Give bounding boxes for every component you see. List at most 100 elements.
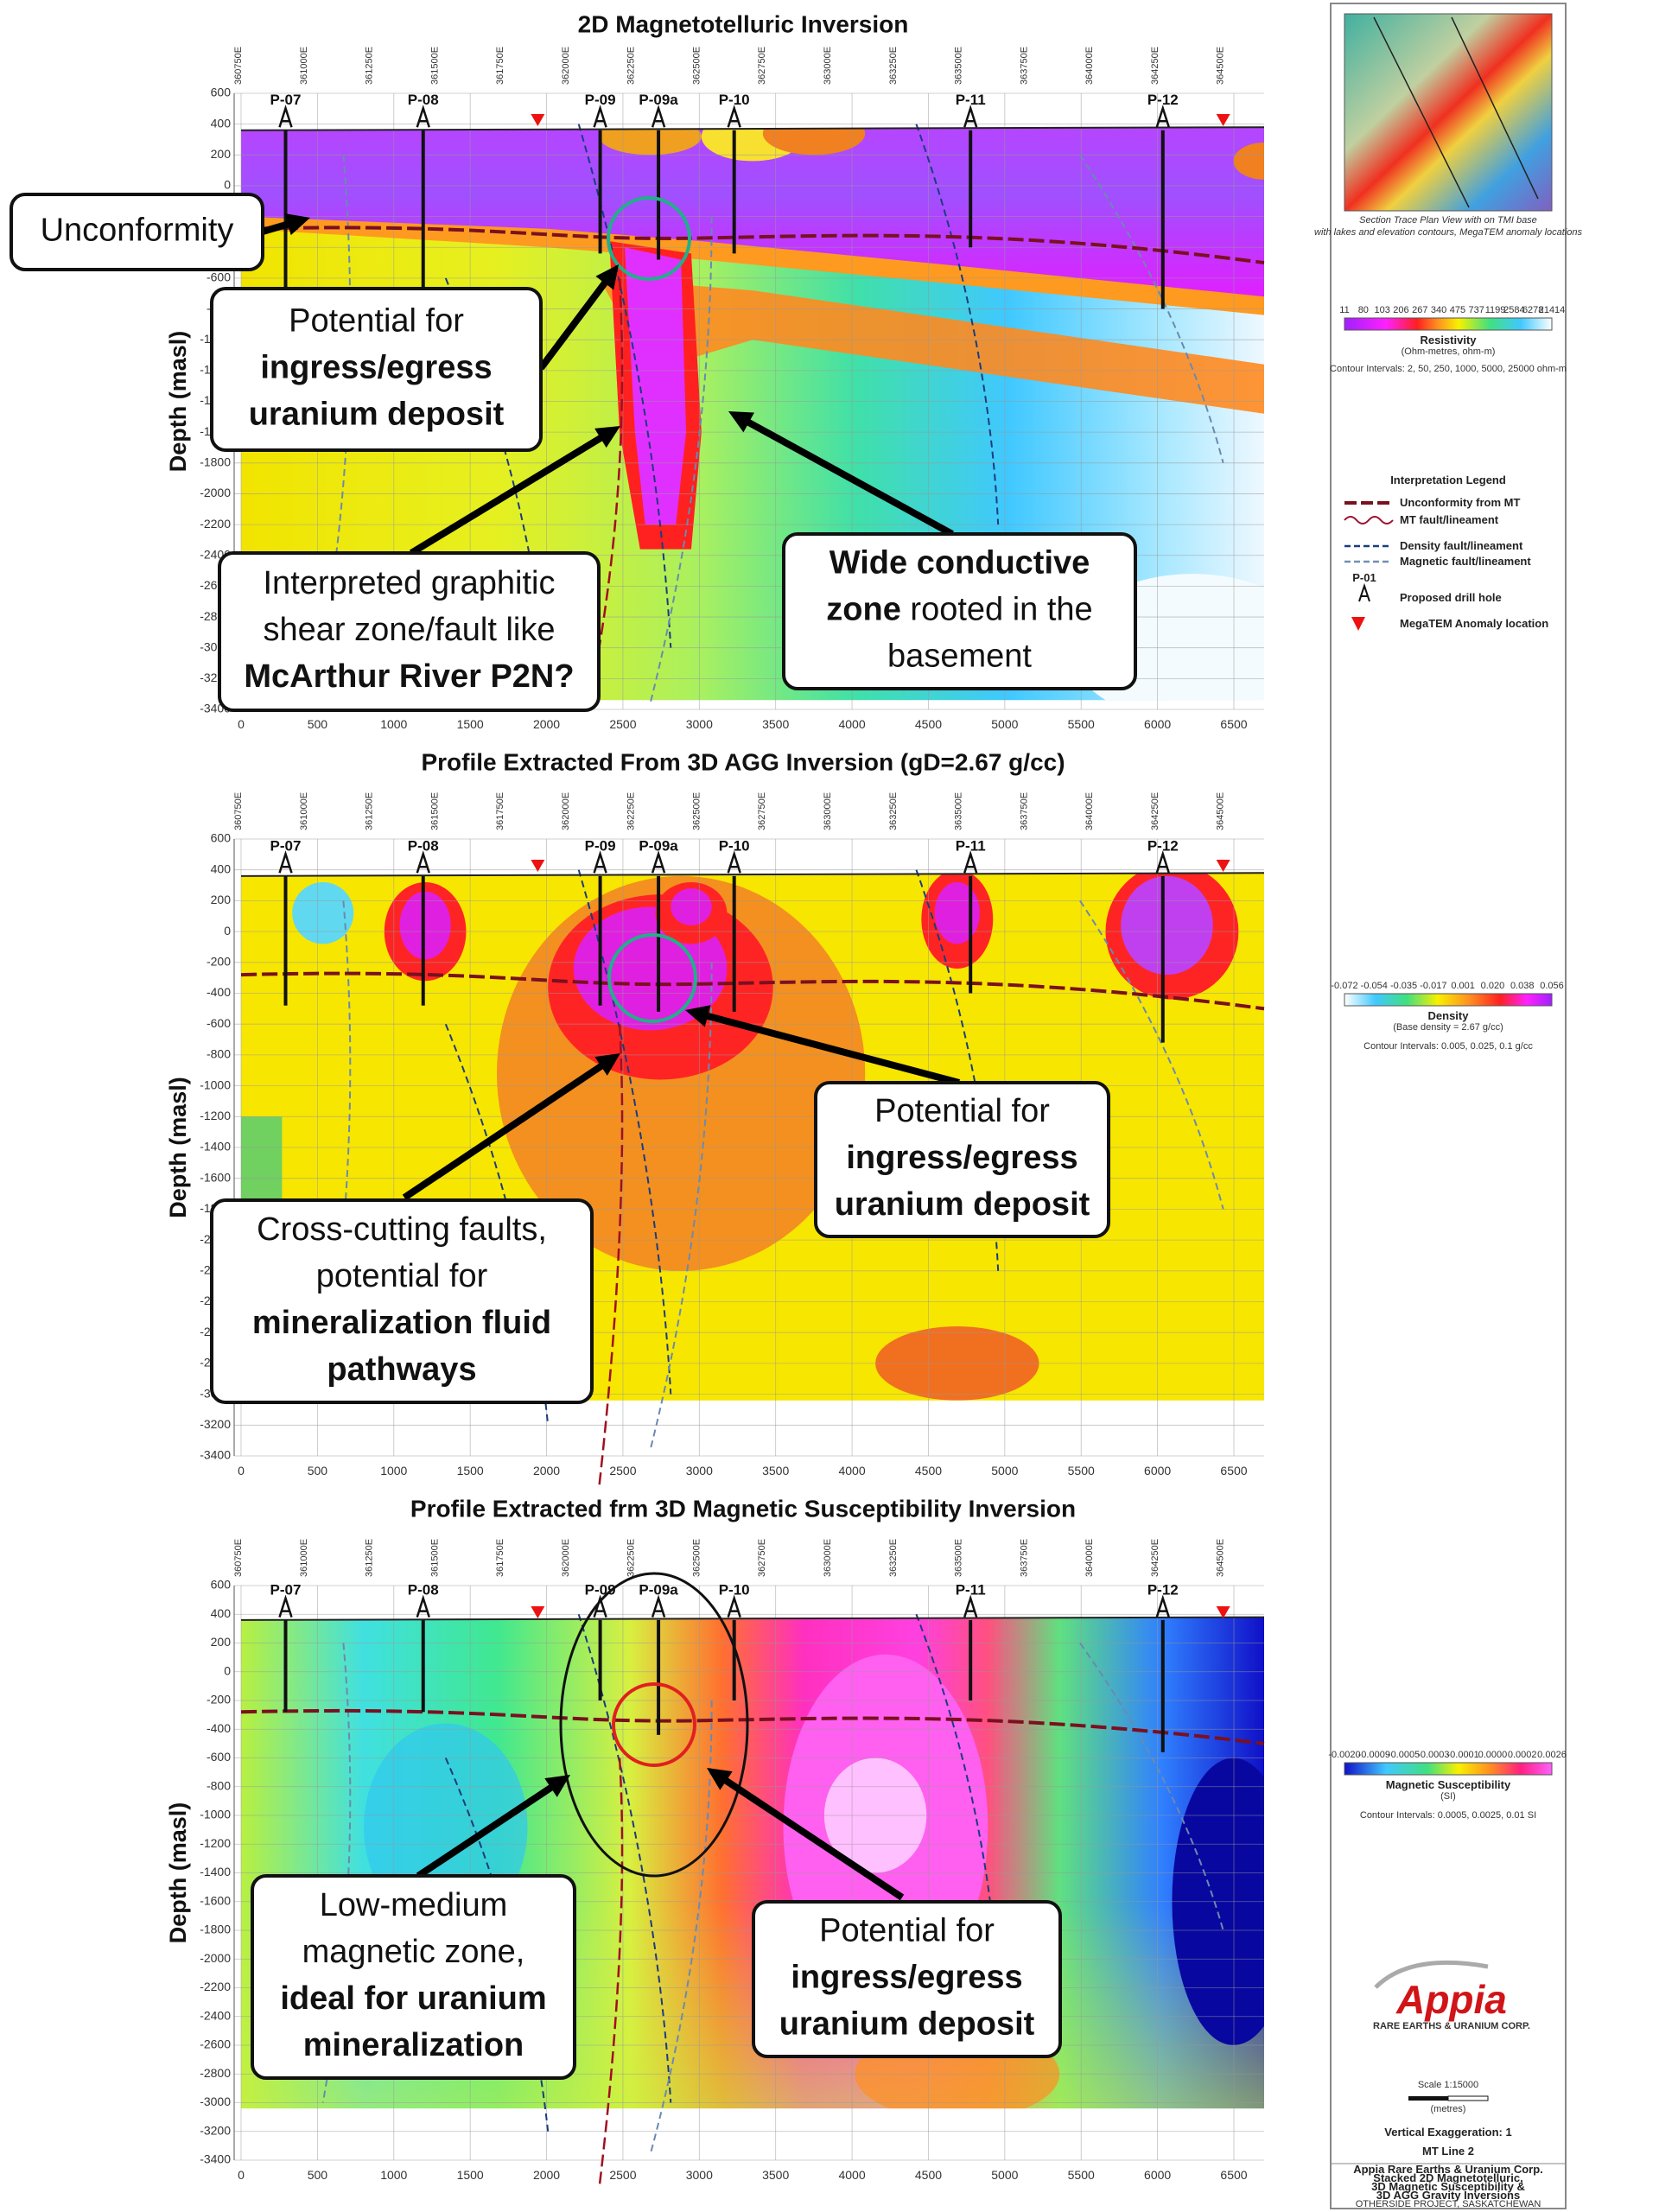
heat-region: [599, 127, 702, 156]
y-axis-label: Depth (masl): [165, 1802, 191, 1944]
y-axis-label: Depth (masl): [165, 331, 191, 473]
drill-hole-label: P-09a: [639, 837, 678, 854]
easting-label: 361000E: [299, 792, 309, 830]
colorbar-title: Density: [1428, 1009, 1470, 1022]
drill-hole-label: P-09a: [639, 1582, 678, 1599]
drill-hole-label: P-08: [408, 1582, 439, 1599]
callout-line: ideal for uranium: [280, 1980, 546, 2017]
panel: 2D Magnetotelluric Inversion Depth (masl)…: [10, 10, 1265, 731]
drill-icon: [651, 850, 666, 874]
x-tick-label: 2000: [533, 2168, 560, 2182]
contour-intervals: Contour Intervals: 0.005, 0.025, 0.1 g/c…: [1363, 1041, 1533, 1052]
callout-line: shear zone/fault like: [264, 612, 556, 648]
heat-region: [625, 247, 687, 525]
colorbar-label: 1199: [1485, 305, 1506, 315]
title-block: 3D AGG Gravity Inversions: [1376, 2189, 1520, 2202]
colorbar-label: 11: [1339, 305, 1349, 315]
drill-icon: [963, 1594, 978, 1618]
y-tick-label: -200: [207, 1693, 231, 1707]
callout-line: uranium deposit: [779, 2006, 1035, 2043]
easting-label: 363000E: [823, 47, 833, 85]
legend-drill-icon: [1358, 582, 1370, 602]
easting-label: 361000E: [299, 1539, 309, 1577]
drill-icon: [593, 105, 607, 128]
exaggeration: Vertical Exaggeration: 1: [1384, 2126, 1511, 2139]
colorbar-label: -0.035: [1390, 981, 1417, 991]
y-tick-label: -2200: [200, 517, 231, 531]
callout-text: uranium deposit: [835, 1186, 1090, 1223]
panel-title: 2D Magnetotelluric Inversion: [578, 10, 909, 37]
drill-hole-label: P-11: [956, 92, 986, 108]
sidebar-frame: [1330, 3, 1567, 2209]
fault-line: [321, 155, 352, 648]
x-tick-label: 4500: [915, 1464, 942, 1478]
colorbar-label: -0.054: [1361, 981, 1388, 991]
megatem-anomaly: [1216, 114, 1230, 126]
x-tick-label: 5000: [991, 2168, 1018, 2182]
highlight-circle: [607, 196, 691, 281]
y-tick-label: -1400: [200, 1140, 231, 1154]
easting-label: 361000E: [299, 47, 309, 85]
drill-icon: [963, 105, 978, 128]
callout-text: McArthur River P2N?: [244, 658, 574, 695]
y-tick-label: -2000: [200, 1951, 231, 1965]
drill-icon: [278, 105, 293, 128]
drill-icon: [727, 1594, 741, 1618]
drill-hole-label: P-09: [585, 837, 616, 854]
x-tick-label: 0: [238, 2168, 245, 2182]
fault-line: [1079, 154, 1224, 464]
easting-label: 361750E: [495, 792, 505, 830]
y-tick-label: -2400: [200, 2008, 231, 2022]
y-tick-label: -1200: [200, 1109, 231, 1122]
drill-hole-label: P-08: [408, 92, 439, 108]
colorbar-units: (SI): [1440, 1791, 1456, 1802]
colorbar-label: 206: [1393, 305, 1408, 315]
heat-region: [1121, 87, 1264, 112]
easting-label: 363500E: [954, 47, 964, 85]
x-tick-label: 2500: [609, 1464, 636, 1478]
easting-label: 361250E: [365, 792, 375, 830]
mt-fault: [598, 1024, 624, 1487]
y-tick-label: -600: [207, 1750, 231, 1764]
callout-line: uranium deposit: [835, 1186, 1090, 1223]
drill-hole-label: P-12: [1147, 1582, 1179, 1599]
x-tick-label: 6500: [1220, 2168, 1247, 2182]
drill-hole-label: P-09a: [639, 92, 678, 108]
logo-tagline: RARE EARTHS & URANIUM CORP.: [1373, 2021, 1530, 2031]
drill-icon: [278, 850, 293, 874]
x-tick-label: 4000: [838, 2168, 865, 2182]
y-tick-label: 600: [211, 1578, 232, 1592]
y-tick-label: -400: [207, 1721, 231, 1735]
easting-label: 362250E: [626, 47, 637, 85]
legend-item: Density fault/lineament: [1400, 539, 1523, 552]
easting-label: 361750E: [495, 1539, 505, 1577]
callout-arrowhead: [685, 1005, 711, 1027]
callout-box: [210, 1198, 594, 1404]
x-tick-label: 5500: [1068, 717, 1095, 731]
panel: Profile Extracted frm 3D Magnetic Suscep…: [165, 1495, 1265, 2190]
callout-box: [782, 532, 1137, 690]
fault-line: [649, 216, 713, 704]
logo-name: Appia: [1395, 1977, 1507, 2022]
legend-title: Interpretation Legend: [1390, 474, 1506, 486]
map-caption: Section Trace Plan View with on TMI base: [1359, 215, 1537, 226]
title-block: Appia Rare Earths & Uranium Corp.: [1353, 2163, 1543, 2176]
fault-line: [1079, 899, 1224, 1210]
callout-box: [752, 1900, 1062, 2058]
x-tick-label: 6000: [1144, 2168, 1171, 2182]
y-tick-label: -1200: [200, 1836, 231, 1850]
callout-text: rooted in the: [901, 592, 1093, 628]
drill-hole-label: P-07: [270, 837, 302, 854]
easting-label: 363750E: [1019, 792, 1029, 830]
drill-icon: [593, 850, 607, 874]
resistivity-colorbar: [1344, 317, 1553, 331]
colorbar-label: -0.017: [1420, 981, 1446, 991]
callout-line: basement: [887, 639, 1032, 675]
heat-region: [671, 888, 712, 925]
y-tick-label: -400: [207, 985, 231, 999]
topography: [240, 872, 1265, 877]
easting-label: 362500E: [691, 47, 702, 85]
easting-label: 362000E: [561, 47, 571, 85]
